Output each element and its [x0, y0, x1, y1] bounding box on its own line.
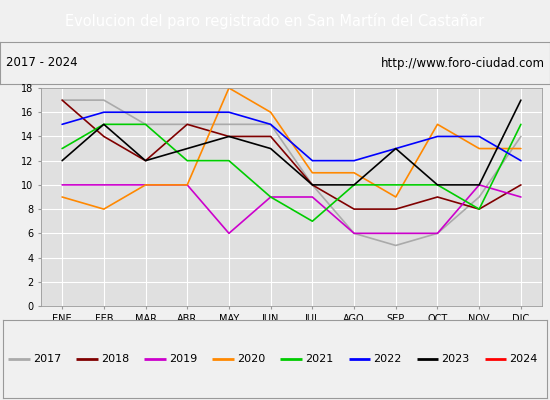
Text: 2024: 2024 — [509, 354, 537, 364]
Text: 2019: 2019 — [169, 354, 197, 364]
Text: 2017: 2017 — [32, 354, 61, 364]
Text: 2021: 2021 — [305, 354, 333, 364]
Text: 2017 - 2024: 2017 - 2024 — [6, 56, 77, 70]
Text: Evolucion del paro registrado en San Martín del Castañar: Evolucion del paro registrado en San Mar… — [65, 13, 485, 29]
Text: 2020: 2020 — [237, 354, 265, 364]
Text: 2018: 2018 — [101, 354, 129, 364]
Text: 2022: 2022 — [373, 354, 402, 364]
Text: 2023: 2023 — [441, 354, 469, 364]
Text: http://www.foro-ciudad.com: http://www.foro-ciudad.com — [381, 56, 544, 70]
